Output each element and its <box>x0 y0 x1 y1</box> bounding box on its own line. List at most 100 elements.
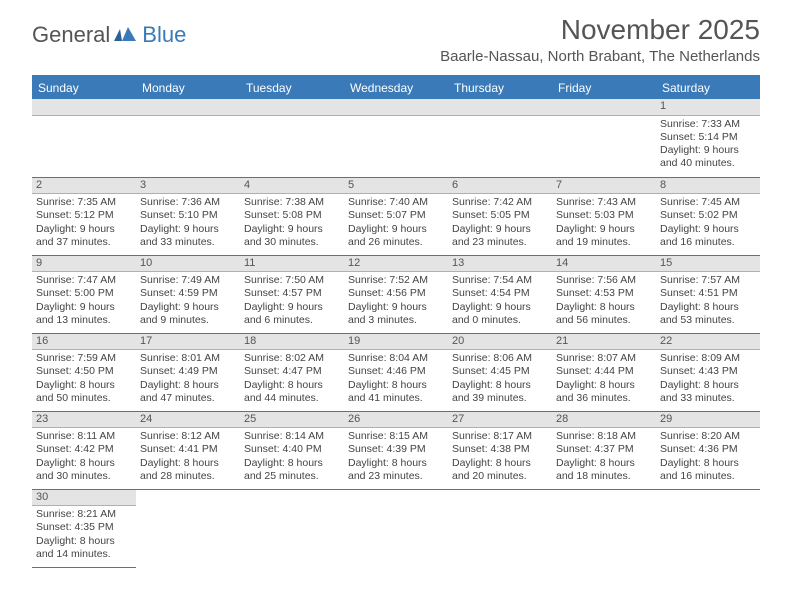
location-subtitle: Baarle-Nassau, North Brabant, The Nether… <box>440 48 760 65</box>
day-content: Sunrise: 7:52 AMSunset: 4:56 PMDaylight:… <box>344 272 448 330</box>
daylight-line: Daylight: 8 hours and 41 minutes. <box>348 379 444 405</box>
daylight-line: Daylight: 9 hours and 19 minutes. <box>556 223 652 249</box>
day-content: Sunrise: 8:20 AMSunset: 4:36 PMDaylight:… <box>656 428 760 486</box>
daylight-line: Daylight: 9 hours and 0 minutes. <box>452 301 548 327</box>
sunset-line: Sunset: 4:40 PM <box>244 443 340 456</box>
sunset-line: Sunset: 5:14 PM <box>660 131 756 144</box>
calendar-cell: 4Sunrise: 7:38 AMSunset: 5:08 PMDaylight… <box>240 177 344 255</box>
daylight-line: Daylight: 9 hours and 26 minutes. <box>348 223 444 249</box>
sunset-line: Sunset: 4:56 PM <box>348 287 444 300</box>
calendar-cell: 3Sunrise: 7:36 AMSunset: 5:10 PMDaylight… <box>136 177 240 255</box>
day-content: Sunrise: 8:11 AMSunset: 4:42 PMDaylight:… <box>32 428 136 486</box>
sunrise-line: Sunrise: 7:47 AM <box>36 274 132 287</box>
sunrise-line: Sunrise: 7:50 AM <box>244 274 340 287</box>
daylight-line: Daylight: 8 hours and 20 minutes. <box>452 457 548 483</box>
calendar-cell: 1Sunrise: 7:33 AMSunset: 5:14 PMDaylight… <box>656 99 760 177</box>
sunrise-line: Sunrise: 8:20 AM <box>660 430 756 443</box>
sunrise-line: Sunrise: 7:33 AM <box>660 118 756 131</box>
sunset-line: Sunset: 5:00 PM <box>36 287 132 300</box>
sunset-line: Sunset: 5:12 PM <box>36 209 132 222</box>
calendar-body: 1 Sunrise: 7:33 AMSunset: 5:14 PM Daylight… <box>32 99 760 567</box>
sunrise-line: Sunrise: 8:21 AM <box>36 508 132 521</box>
calendar-row: 1Sunrise: 7:33 AMSunset: 5:14 PMDaylight… <box>32 99 760 177</box>
calendar-cell: 7Sunrise: 7:43 AMSunset: 5:03 PMDaylight… <box>552 177 656 255</box>
calendar-cell <box>552 99 656 177</box>
sunset-line: Sunset: 5:07 PM <box>348 209 444 222</box>
sunrise-line: Sunrise: 7:38 AM <box>244 196 340 209</box>
sunset-line: Sunset: 4:45 PM <box>452 365 548 378</box>
sunset-line: Sunset: 5:10 PM <box>140 209 236 222</box>
sunrise-line: Sunrise: 8:14 AM <box>244 430 340 443</box>
sunrise-line: Sunrise: 7:49 AM <box>140 274 236 287</box>
day-content: Sunrise: 7:49 AMSunset: 4:59 PMDaylight:… <box>136 272 240 330</box>
day-number: 23 <box>32 412 136 429</box>
day-content: Sunrise: 7:59 AMSunset: 4:50 PMDaylight:… <box>32 350 136 408</box>
day-number: 10 <box>136 256 240 273</box>
weekday-header: Sunday <box>32 77 136 99</box>
sunrise-line: Sunrise: 7:35 AM <box>36 196 132 209</box>
day-number: 30 <box>32 490 136 507</box>
sunrise-line: Sunrise: 8:15 AM <box>348 430 444 443</box>
daylight-line: Daylight: 9 hours and 30 minutes. <box>244 223 340 249</box>
sunset-line: Sunset: 4:51 PM <box>660 287 756 300</box>
sunrise-line: Sunrise: 7:57 AM <box>660 274 756 287</box>
sunrise-line: Sunrise: 8:12 AM <box>140 430 236 443</box>
sunrise-line: Sunrise: 7:36 AM <box>140 196 236 209</box>
sunset-line: Sunset: 5:03 PM <box>556 209 652 222</box>
calendar-cell: 6Sunrise: 7:42 AMSunset: 5:05 PMDaylight… <box>448 177 552 255</box>
day-number: 26 <box>344 412 448 429</box>
sunset-line: Sunset: 4:54 PM <box>452 287 548 300</box>
sunset-line: Sunset: 4:50 PM <box>36 365 132 378</box>
daylight-line: Daylight: 8 hours and 56 minutes. <box>556 301 652 327</box>
logo-flag-icon <box>114 27 138 43</box>
daylight-line: Daylight: 8 hours and 53 minutes. <box>660 301 756 327</box>
sunset-line: Sunset: 4:41 PM <box>140 443 236 456</box>
day-content: Sunrise: 7:43 AMSunset: 5:03 PMDaylight:… <box>552 194 656 252</box>
day-number: 15 <box>656 256 760 273</box>
sunset-line: Sunset: 4:46 PM <box>348 365 444 378</box>
calendar-cell <box>448 489 552 567</box>
sunset-line: Sunset: 5:08 PM <box>244 209 340 222</box>
sunrise-line: Sunrise: 7:43 AM <box>556 196 652 209</box>
calendar-cell: 12Sunrise: 7:52 AMSunset: 4:56 PMDayligh… <box>344 255 448 333</box>
calendar-cell: 27Sunrise: 8:17 AMSunset: 4:38 PMDayligh… <box>448 411 552 489</box>
sunset-line: Sunset: 4:44 PM <box>556 365 652 378</box>
day-number: 3 <box>136 178 240 195</box>
sunset-line: Sunset: 4:49 PM <box>140 365 236 378</box>
day-content: Sunrise: 8:01 AMSunset: 4:49 PMDaylight:… <box>136 350 240 408</box>
sunrise-line: Sunrise: 8:06 AM <box>452 352 548 365</box>
day-number-blank <box>240 99 344 116</box>
sunset-line: Sunset: 5:05 PM <box>452 209 548 222</box>
sunset-line: Sunset: 4:53 PM <box>556 287 652 300</box>
day-number: 17 <box>136 334 240 351</box>
calendar-cell: 26Sunrise: 8:15 AMSunset: 4:39 PMDayligh… <box>344 411 448 489</box>
daylight-line: Daylight: 8 hours and 36 minutes. <box>556 379 652 405</box>
calendar-cell <box>344 489 448 567</box>
calendar-cell <box>136 489 240 567</box>
day-number: 6 <box>448 178 552 195</box>
sunrise-line: Sunrise: 7:40 AM <box>348 196 444 209</box>
day-number: 24 <box>136 412 240 429</box>
day-number-blank <box>448 99 552 116</box>
weekday-header: Wednesday <box>344 77 448 99</box>
weekday-header: Monday <box>136 77 240 99</box>
day-number: 1 <box>656 99 760 116</box>
day-content: Sunrise: 7:56 AMSunset: 4:53 PMDaylight:… <box>552 272 656 330</box>
day-number: 8 <box>656 178 760 195</box>
calendar-cell <box>656 489 760 567</box>
calendar-cell: 17Sunrise: 8:01 AMSunset: 4:49 PMDayligh… <box>136 333 240 411</box>
calendar-cell: 30Sunrise: 8:21 AMSunset: 4:35 PMDayligh… <box>32 489 136 567</box>
calendar-cell: 9Sunrise: 7:47 AMSunset: 5:00 PMDaylight… <box>32 255 136 333</box>
daylight-line: Daylight: 8 hours and 39 minutes. <box>452 379 548 405</box>
calendar-cell: 10Sunrise: 7:49 AMSunset: 4:59 PMDayligh… <box>136 255 240 333</box>
day-content: Sunrise: 8:09 AMSunset: 4:43 PMDaylight:… <box>656 350 760 408</box>
day-content: Sunrise: 8:14 AMSunset: 4:40 PMDaylight:… <box>240 428 344 486</box>
logo: General Blue <box>32 14 186 48</box>
day-number: 25 <box>240 412 344 429</box>
sunrise-line: Sunrise: 7:42 AM <box>452 196 548 209</box>
sunrise-line: Sunrise: 7:56 AM <box>556 274 652 287</box>
calendar-cell <box>552 489 656 567</box>
calendar-row: 16Sunrise: 7:59 AMSunset: 4:50 PMDayligh… <box>32 333 760 411</box>
weekday-header: Thursday <box>448 77 552 99</box>
day-content: Sunrise: 8:02 AMSunset: 4:47 PMDaylight:… <box>240 350 344 408</box>
